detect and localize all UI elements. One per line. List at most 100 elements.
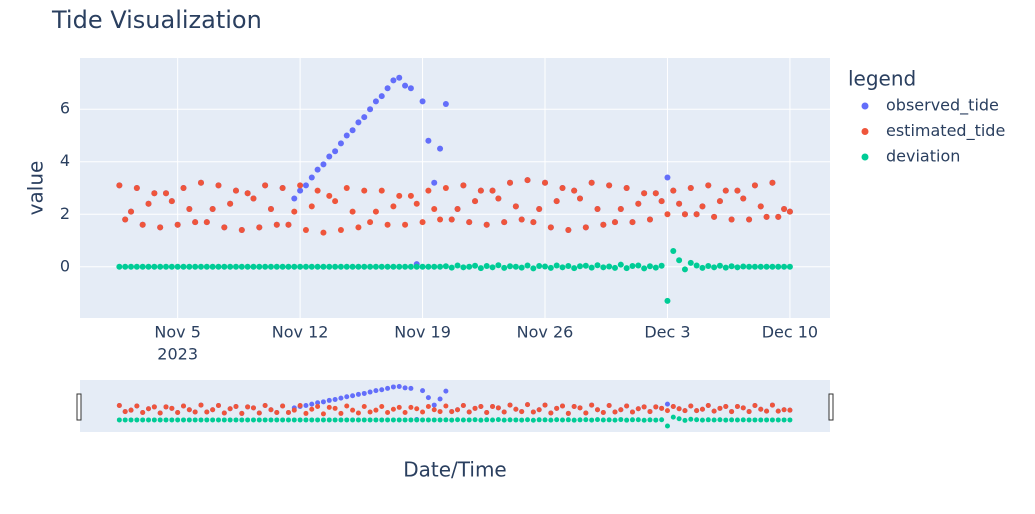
data-point [332, 148, 339, 155]
range-slider-point [233, 403, 239, 409]
range-slider-point [402, 385, 408, 391]
range-slider-background[interactable] [80, 380, 830, 432]
data-point [670, 248, 677, 255]
range-slider-point [670, 414, 676, 420]
data-point [186, 263, 193, 270]
data-point [407, 263, 414, 270]
data-point [145, 263, 152, 270]
range-slider-point [221, 417, 227, 423]
range-slider-point [303, 417, 309, 423]
range-slider-handle-right[interactable] [828, 393, 834, 421]
range-slider-point [455, 407, 461, 413]
data-point [769, 179, 776, 186]
data-point [157, 224, 164, 231]
range-slider-point [169, 405, 175, 411]
range-slider-point [787, 417, 793, 423]
range-slider-point [449, 409, 455, 415]
range-slider-point [338, 395, 344, 401]
data-point [746, 216, 753, 223]
range-slider-point [198, 402, 204, 408]
range-slider-point [320, 411, 326, 417]
range-slider-point [280, 417, 286, 423]
data-point [594, 262, 601, 269]
range-slider-point [326, 417, 332, 423]
range-slider-point [723, 417, 729, 423]
range-slider-point [134, 403, 140, 409]
data-point [355, 119, 362, 126]
data-point [314, 166, 321, 173]
data-point [664, 211, 671, 218]
legend-label: deviation [886, 147, 960, 166]
data-point [197, 263, 204, 270]
data-point [297, 182, 304, 189]
range-slider-point [519, 417, 525, 423]
data-point [617, 261, 624, 268]
data-point [542, 179, 549, 186]
range-slider-point [781, 417, 787, 423]
data-point [512, 263, 519, 270]
data-point [460, 264, 467, 271]
data-point [460, 182, 467, 189]
data-point [238, 227, 245, 234]
range-slider-point [239, 417, 245, 423]
range-slider-point [396, 383, 402, 389]
range-slider-point [624, 417, 630, 423]
range-slider-point [262, 403, 268, 409]
data-point [372, 263, 379, 270]
range-slider-point [740, 417, 746, 423]
data-point [209, 206, 216, 213]
data-point [151, 190, 158, 197]
range-slider-point [291, 407, 297, 413]
range-slider-point [180, 403, 186, 409]
range-slider-point [769, 417, 775, 423]
range-slider-point [589, 417, 595, 423]
range-slider-point [385, 417, 391, 423]
range-slider-point [711, 408, 717, 414]
data-point [781, 206, 788, 213]
range-slider-point [396, 404, 402, 410]
data-point [751, 263, 758, 270]
data-point [489, 264, 496, 271]
range-slider[interactable] [116, 383, 793, 429]
data-point [658, 198, 665, 205]
range-slider-point [629, 409, 635, 415]
data-point [635, 200, 642, 207]
range-slider-point [221, 410, 227, 416]
range-slider-point [729, 417, 735, 423]
range-slider-point [635, 417, 641, 423]
range-slider-point [624, 403, 630, 409]
x-tick-label: Dec 10 [762, 323, 818, 342]
range-slider-point [344, 394, 350, 400]
range-slider-point [385, 410, 391, 416]
data-point [518, 264, 525, 271]
range-slider-point [536, 417, 542, 423]
data-point [367, 106, 374, 113]
range-slider-point [501, 417, 507, 423]
range-slider-point [460, 403, 466, 409]
data-point [664, 174, 671, 181]
data-point [302, 263, 309, 270]
range-slider-point [455, 417, 461, 423]
range-slider-point [495, 405, 501, 411]
range-slider-point [408, 385, 414, 391]
range-slider-point [536, 407, 542, 413]
range-slider-point [723, 403, 729, 409]
range-slider-point [303, 410, 309, 416]
data-point [396, 74, 403, 81]
data-point [262, 263, 269, 270]
data-point [775, 213, 782, 220]
range-slider-handle-left[interactable] [76, 393, 82, 421]
data-point [431, 263, 438, 270]
data-point [221, 263, 228, 270]
data-point [442, 100, 449, 107]
data-point [314, 187, 321, 194]
range-slider-point [233, 417, 239, 423]
range-slider-point [326, 397, 332, 403]
data-point [116, 182, 123, 189]
data-point [437, 145, 444, 152]
data-point [332, 263, 339, 270]
range-slider-point [647, 417, 653, 423]
range-slider-point [192, 409, 198, 415]
range-slider-point [752, 417, 758, 423]
data-point [483, 221, 490, 228]
